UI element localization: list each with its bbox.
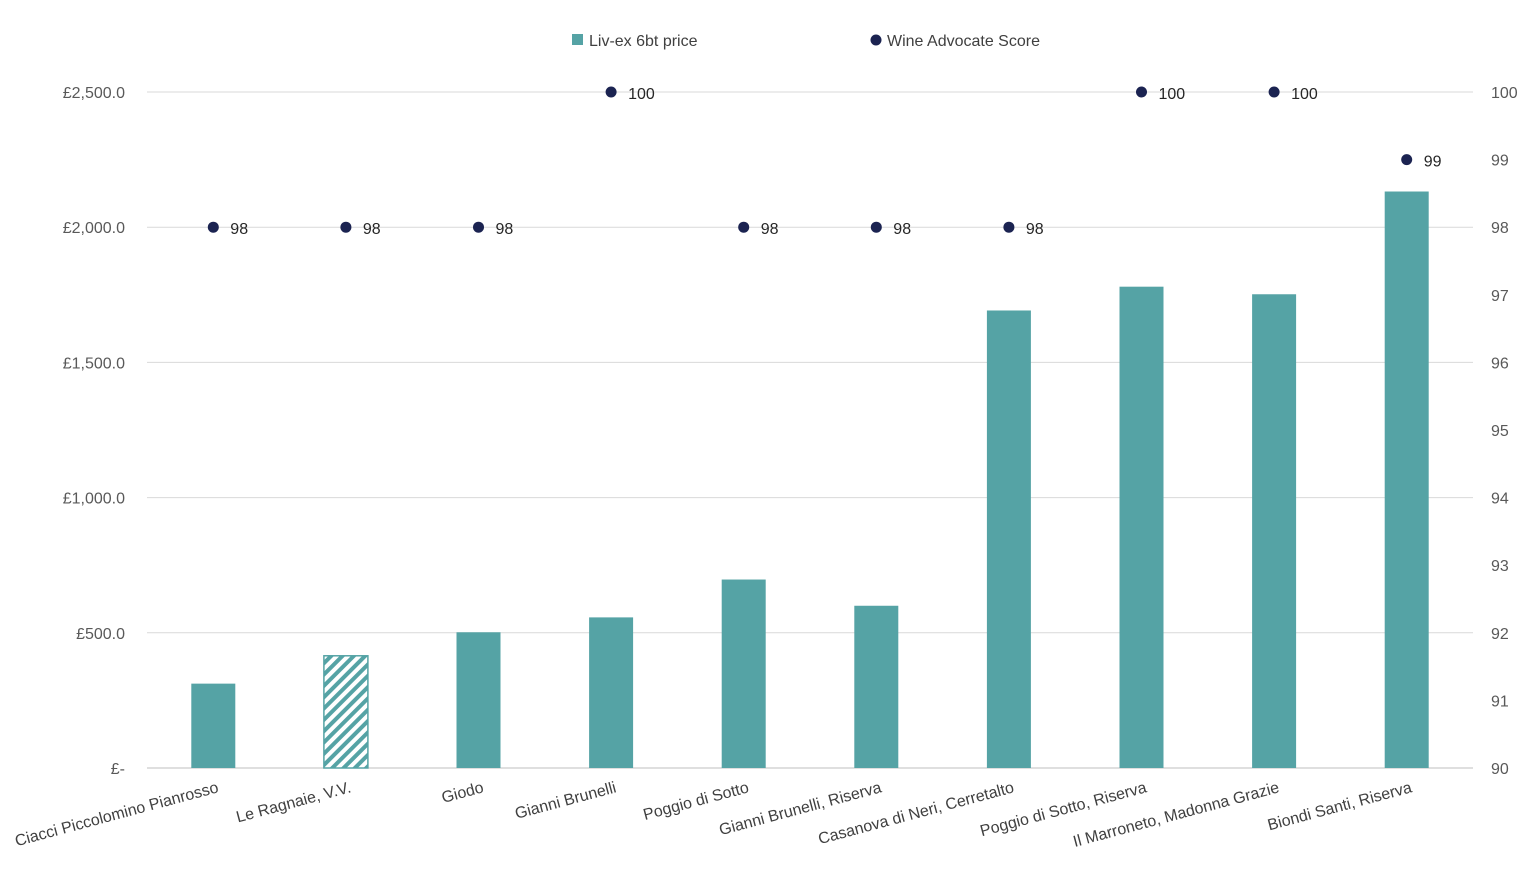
right-tick-label: 90 [1491,761,1509,778]
category-label: Giodo [440,779,486,806]
left-axis: £- £500.0 £1,000.0 £1,500.0 £2,000.0 £2,500.0 [63,85,125,778]
right-tick-label: 97 [1491,288,1509,305]
category-label: Gianni Brunelli [513,779,618,822]
category-label: Ciacci Piccolomino Pianrosso [13,779,220,850]
score-point [738,221,750,233]
score-label: 99 [1424,154,1442,171]
price-bar [986,310,1031,768]
score-label: 98 [230,221,248,238]
right-tick-label: 99 [1491,153,1509,170]
score-point [1136,86,1147,98]
left-tick-label: £1,000.0 [63,491,125,508]
score-point [1003,221,1015,233]
right-tick-label: 100 [1491,85,1518,102]
right-tick-label: 98 [1491,220,1509,237]
right-tick-label: 93 [1491,558,1509,575]
score-series: 98 98 98 100 98 98 98 100 100 99 [207,86,1442,238]
score-label: 100 [628,86,655,103]
price-bar [456,632,501,768]
right-tick-label: 91 [1491,693,1509,710]
left-tick-label: £1,500.0 [63,355,125,372]
price-bar [1119,286,1164,768]
left-tick-label: £2,000.0 [63,220,125,237]
price-bar [721,579,766,768]
price-bar [1252,294,1297,768]
score-label: 98 [363,221,381,238]
x-axis: Ciacci Piccolomino Pianrosso Le Ragnaie, … [13,779,1414,850]
score-label: 100 [1291,86,1318,103]
score-label: 98 [761,221,779,238]
right-tick-label: 96 [1491,355,1509,372]
score-label: 98 [496,221,514,238]
left-tick-label: £500.0 [76,626,125,643]
price-bar [589,617,634,768]
score-point [207,221,219,233]
right-tick-label: 92 [1491,626,1509,643]
score-point [870,221,882,233]
gridlines [147,91,1473,769]
price-bar [323,655,369,769]
right-tick-label: 95 [1491,423,1509,440]
category-label: Biondi Santi, Riserva [1266,779,1414,834]
score-point [1268,86,1280,98]
legend-label-score: Wine Advocate Score [887,33,1040,50]
score-point [340,221,352,233]
legend: Liv-ex 6bt price Wine Advocate Score [572,33,1040,50]
score-point [473,221,484,233]
left-tick-label: £- [111,761,125,778]
right-tick-label: 94 [1491,491,1509,508]
score-point [605,86,617,98]
legend-label-price: Liv-ex 6bt price [589,33,698,50]
category-label: Le Ragnaie, V.V. [235,779,353,826]
legend-swatch-price [572,34,583,45]
score-label: 98 [1026,221,1044,238]
bar-series [191,191,1429,769]
score-label: 100 [1159,86,1186,103]
price-bar [854,605,899,768]
score-point [1401,154,1413,166]
right-axis: 90 91 92 93 94 95 96 97 98 99 100 [1491,85,1518,778]
legend-swatch-score [870,34,882,46]
price-bar [1384,191,1429,768]
left-tick-label: £2,500.0 [63,85,125,102]
price-bar [191,683,236,768]
score-label: 98 [893,221,911,238]
